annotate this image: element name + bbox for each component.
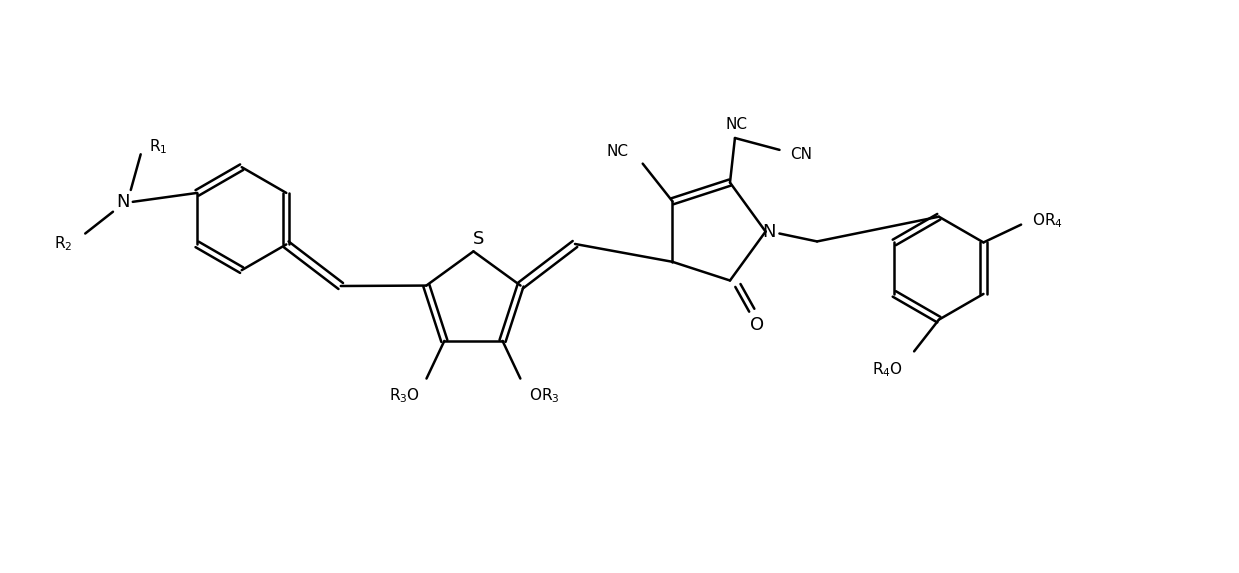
Text: R$_2$: R$_2$	[55, 234, 73, 253]
Text: N: N	[116, 193, 130, 211]
Text: NC: NC	[607, 144, 629, 159]
Text: CN: CN	[790, 147, 813, 162]
Text: R$_4$O: R$_4$O	[872, 360, 903, 379]
Text: N: N	[762, 222, 776, 241]
Text: R$_3$O: R$_3$O	[389, 386, 420, 405]
Text: OR$_4$: OR$_4$	[1032, 211, 1063, 230]
Text: O: O	[750, 316, 763, 334]
Text: NC: NC	[726, 117, 748, 132]
Text: S: S	[473, 230, 484, 249]
Text: R$_1$: R$_1$	[149, 137, 167, 156]
Text: OR$_3$: OR$_3$	[529, 386, 560, 405]
